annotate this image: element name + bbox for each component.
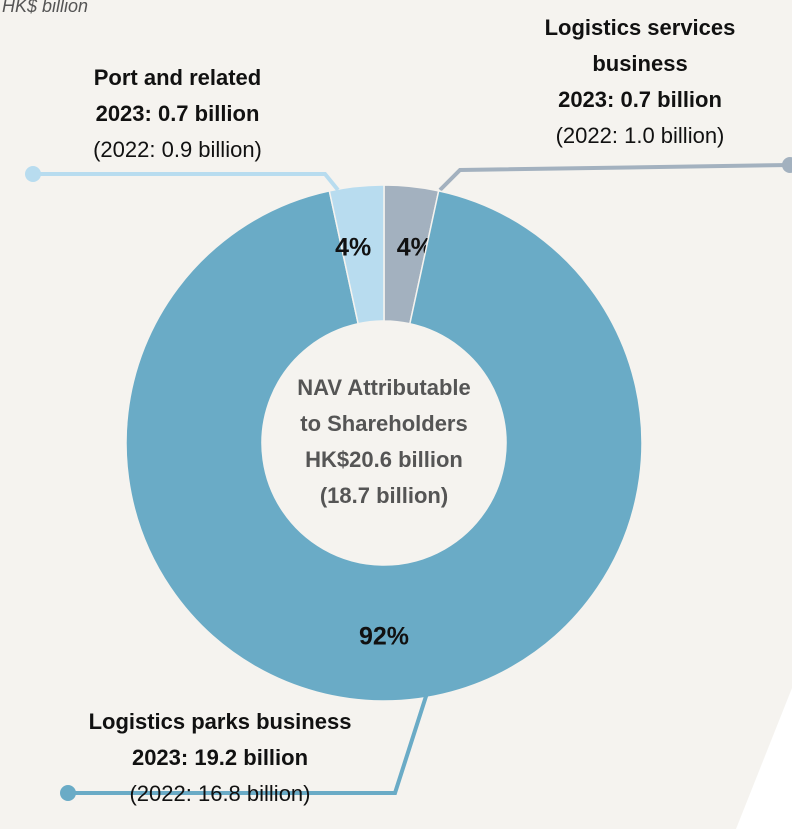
category-name: Port and related xyxy=(93,65,262,90)
center-label: NAV Attributable xyxy=(297,375,471,400)
leader-dot xyxy=(782,157,792,173)
category-label: Logistics services business 2023: 0.7 bil… xyxy=(520,10,760,154)
corner xyxy=(736,688,792,829)
center-label: HK$20.6 billion xyxy=(305,447,463,472)
leader-line xyxy=(68,689,430,795)
value-label: 2023: 19.2 billion xyxy=(131,745,309,770)
prior-label: (2022: 16.8 billion) xyxy=(129,781,311,806)
prior-label: (2022: 1.0 billion) xyxy=(555,123,725,148)
leader-line xyxy=(33,172,340,192)
percent-label: 92% xyxy=(359,623,409,651)
category-name: Logistics services business xyxy=(544,15,736,76)
leader-dot xyxy=(25,166,41,182)
center-label: (18.7 billion) xyxy=(320,483,448,508)
value-label: 2023: 0.7 billion xyxy=(95,101,260,126)
prior-label: (2022: 0.9 billion) xyxy=(93,137,262,162)
subtitle: HK$ billion xyxy=(2,0,89,16)
category-label: Port and related 2023: 0.7 billion (2022: … xyxy=(40,60,315,168)
percent-label: 4% xyxy=(335,234,371,262)
category-name: Logistics parks business xyxy=(88,709,352,734)
category-label: Logistics parks business 2023: 19.2 billi… xyxy=(30,704,410,812)
donut-hole xyxy=(262,321,506,565)
value-label: 2023: 0.7 billion xyxy=(558,87,722,112)
leader-line xyxy=(438,163,791,192)
center-label: to Shareholders xyxy=(300,411,467,436)
leader-dot xyxy=(60,785,76,801)
